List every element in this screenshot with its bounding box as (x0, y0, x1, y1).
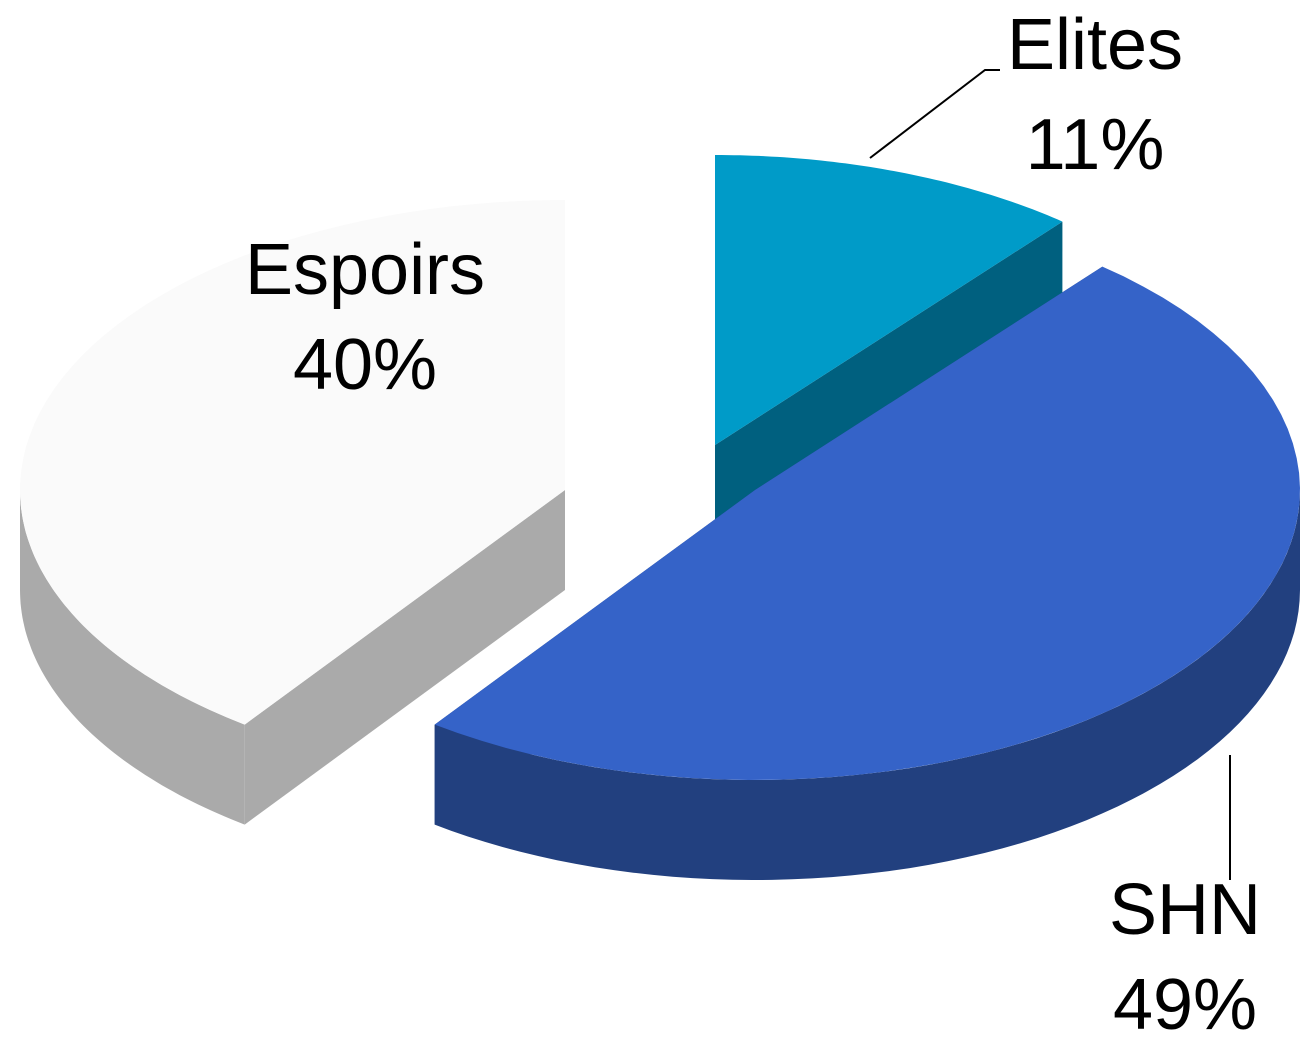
slice-label-value: 40% (293, 325, 437, 405)
slice-top (434, 266, 1300, 781)
slice-label-value: 11% (1026, 105, 1165, 185)
slice-side (244, 490, 565, 825)
leader-line (869, 69, 1000, 159)
pie (20, 155, 1300, 880)
slice-label-name: Espoirs (245, 230, 485, 310)
slice-wall (434, 490, 1300, 880)
slice-top (715, 155, 1063, 445)
slice-label-name: Elites (1007, 5, 1183, 85)
pie-slice (434, 266, 1300, 880)
pie-slice (20, 200, 566, 825)
labels: Elites 11% SHN 49% Espoirs 40% (245, 5, 1261, 1043)
slice-wall (20, 490, 245, 825)
slice-label-name: SHN (1109, 870, 1261, 950)
slice-label-value: 49% (1113, 965, 1257, 1043)
slice-top (20, 200, 566, 725)
